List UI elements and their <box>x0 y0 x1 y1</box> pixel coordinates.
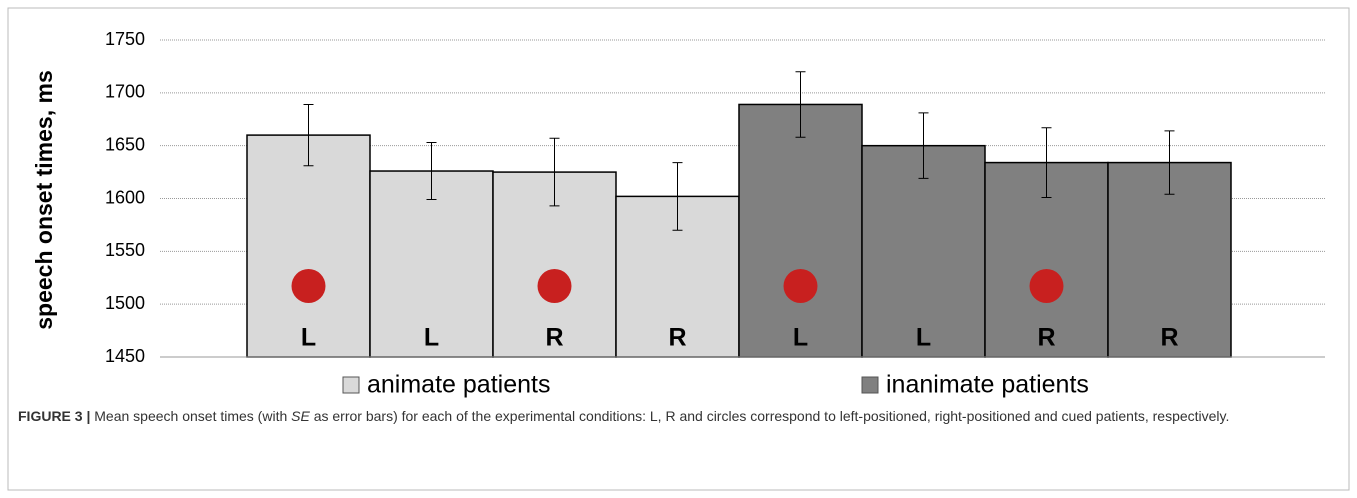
legend-swatch <box>861 376 879 394</box>
legend-swatch <box>342 376 360 394</box>
caption-label: FIGURE 3 | <box>18 408 91 424</box>
error-bar <box>918 112 929 179</box>
category-label: L <box>916 324 931 352</box>
bar <box>861 144 986 358</box>
y-tick-label: 1500 <box>105 293 145 313</box>
y-tick-label: 1750 <box>105 29 145 49</box>
frame <box>7 7 1350 491</box>
bar <box>1107 161 1232 358</box>
error-bar <box>672 162 683 231</box>
y-axis-label: speech onset times, ms <box>31 70 57 330</box>
cue-marker <box>783 269 818 303</box>
legend-label: animate patients <box>367 371 550 399</box>
y-tick-label: 1700 <box>105 82 145 102</box>
error-bar <box>795 71 806 138</box>
cue-marker <box>537 269 572 303</box>
bar <box>369 170 494 358</box>
y-tick-label: 1650 <box>105 134 145 154</box>
caption-emphasis: SE <box>291 408 310 424</box>
caption-text: Mean speech onset times (with <box>94 408 292 424</box>
category-label: L <box>793 324 808 352</box>
category-label: R <box>545 324 563 352</box>
category-label: R <box>668 324 686 352</box>
bar <box>738 103 863 358</box>
error-bar <box>549 137 560 207</box>
legend-label: inanimate patients <box>886 371 1089 399</box>
cue-marker <box>1029 269 1064 303</box>
error-bar <box>426 141 437 201</box>
error-bar <box>1041 127 1052 198</box>
caption-text: as error bars) for each of the experimen… <box>309 408 1230 424</box>
error-bar <box>1164 130 1175 195</box>
y-tick-label: 1600 <box>105 187 145 207</box>
y-tick-label: 1550 <box>105 240 145 260</box>
cue-marker <box>291 269 326 303</box>
y-tick-label: 1450 <box>105 346 145 366</box>
caption: FIGURE 3 | Mean speech onset times (with… <box>18 405 1343 427</box>
category-label: L <box>424 324 439 352</box>
category-label: L <box>301 324 316 352</box>
bar <box>246 134 371 358</box>
error-bar <box>303 103 314 167</box>
category-label: R <box>1160 324 1178 352</box>
category-label: R <box>1037 324 1055 352</box>
